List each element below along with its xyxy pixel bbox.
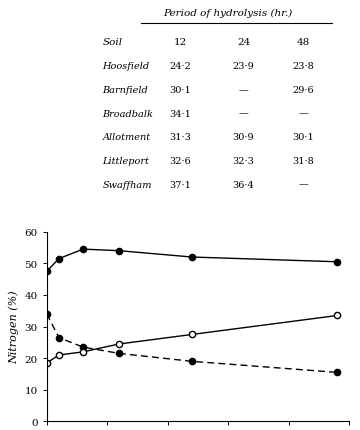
Text: Period of hydrolysis (hr.): Period of hydrolysis (hr.): [163, 9, 292, 18]
Text: Littleport: Littleport: [102, 157, 149, 166]
Text: 34·1: 34·1: [169, 109, 191, 118]
Text: 32·3: 32·3: [233, 157, 255, 166]
Text: Broadbalk: Broadbalk: [102, 109, 153, 118]
Text: Soil: Soil: [102, 38, 122, 47]
Text: 37·1: 37·1: [169, 180, 191, 189]
Text: 31·8: 31·8: [293, 157, 314, 166]
Text: 29·6: 29·6: [293, 86, 314, 95]
Text: 48: 48: [297, 38, 310, 47]
Text: Barnfield: Barnfield: [102, 86, 148, 95]
Text: Allotment: Allotment: [102, 133, 150, 142]
Text: 36·4: 36·4: [233, 180, 255, 189]
Text: —: —: [239, 109, 248, 118]
Text: —: —: [298, 109, 309, 118]
Text: Hoosfield: Hoosfield: [102, 62, 149, 71]
Text: —: —: [298, 180, 309, 189]
Text: 30·9: 30·9: [233, 133, 254, 142]
Y-axis label: Nitrogen (%): Nitrogen (%): [8, 290, 19, 363]
Text: 23·8: 23·8: [293, 62, 314, 71]
Text: Swaffham: Swaffham: [102, 180, 152, 189]
Text: 24: 24: [237, 38, 250, 47]
Text: 23·9: 23·9: [233, 62, 255, 71]
Text: —: —: [239, 86, 248, 95]
Text: 24·2: 24·2: [169, 62, 191, 71]
Text: 32·6: 32·6: [169, 157, 191, 166]
Text: 31·3: 31·3: [169, 133, 191, 142]
Text: 30·1: 30·1: [169, 86, 191, 95]
Text: 30·1: 30·1: [293, 133, 314, 142]
Text: 12: 12: [174, 38, 186, 47]
